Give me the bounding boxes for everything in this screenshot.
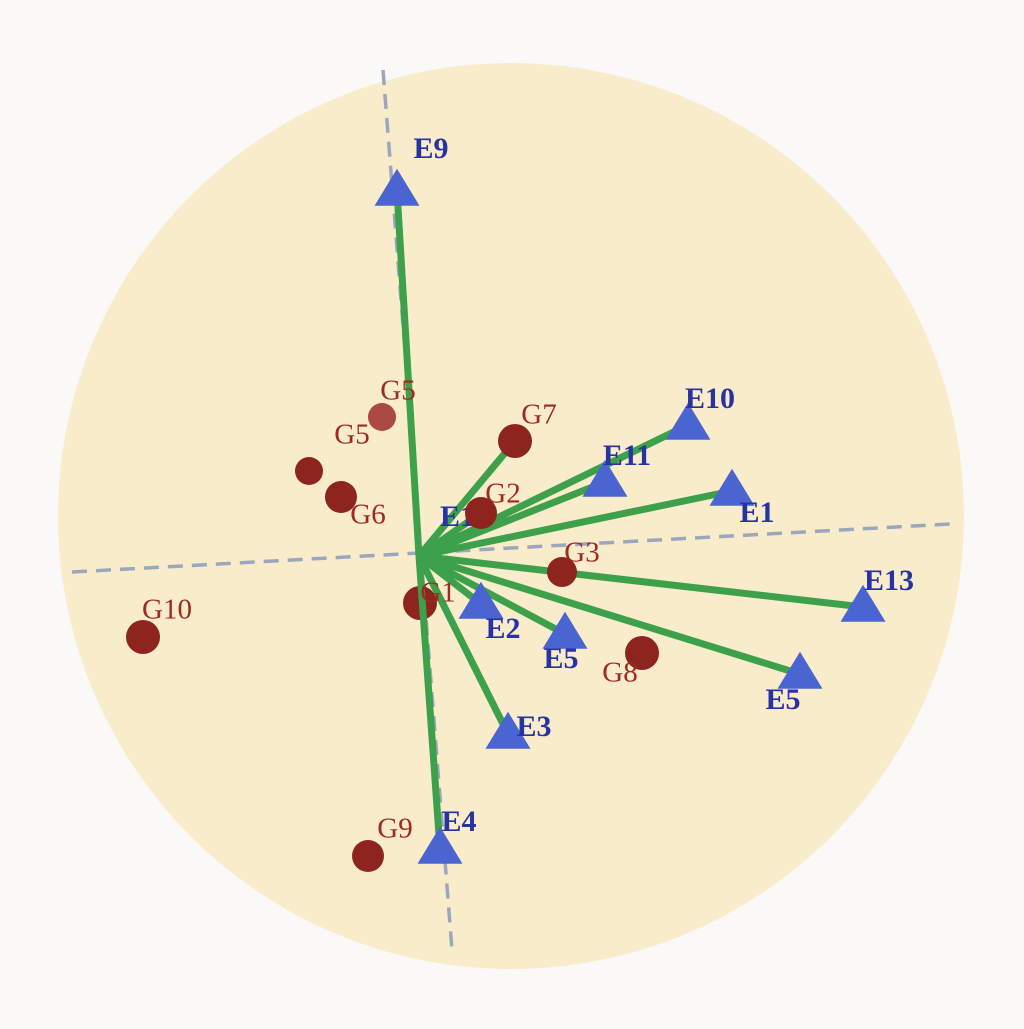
vector-E5-6 — [415, 552, 569, 638]
env-label-E9-0: E9 — [413, 132, 448, 165]
vector-E11-2 — [415, 478, 609, 560]
genotype-marker-G8-8 — [625, 636, 659, 670]
vector-E5-5 — [415, 552, 804, 678]
env-marker-E2-7 — [458, 581, 504, 619]
genotype-label-G1-6: G1 — [420, 577, 455, 609]
env-marker-E9-0 — [374, 168, 420, 206]
env-label-E13-4: E13 — [864, 564, 914, 597]
env-marker-E5-6 — [542, 611, 588, 649]
genotype-label-G3-5: G3 — [564, 537, 599, 569]
genotype-label-G5-0: G5 — [380, 375, 415, 407]
genotype-marker-G6-2 — [325, 481, 357, 513]
genotype-label-G7-3: G7 — [521, 399, 556, 431]
vector-E3-8 — [415, 552, 512, 738]
genotype-marker-G7-3 — [498, 424, 532, 458]
genotype-label-G9-9: G9 — [377, 813, 412, 845]
genotype-marker-G10-7 — [126, 620, 160, 654]
env-marker-E13-4 — [840, 584, 886, 622]
vector-E1-3 — [415, 487, 736, 560]
env-label-E5-6: E5 — [543, 642, 578, 675]
genotype-label-G2-4: G2 — [485, 478, 520, 510]
vector-E9-0 — [393, 187, 423, 560]
stub-to-G7 — [415, 437, 519, 560]
genotype-label-G10-7: G10 — [142, 594, 192, 626]
genotype-marker-G5-1 — [295, 457, 323, 485]
env-marker-E1-3 — [709, 468, 755, 506]
genotype-marker-G3-5 — [547, 557, 577, 587]
vector-E13-4 — [415, 552, 867, 611]
env-label-E1-3: E1 — [739, 496, 774, 529]
env-label-E4-9: E4 — [441, 805, 476, 838]
env-label-E5-5: E5 — [765, 683, 800, 716]
genotype-label-G5-1: G5 — [334, 419, 369, 451]
env-label-E3-8: E3 — [516, 710, 551, 743]
vector-E2-7 — [415, 552, 485, 608]
env-label-E11-2: E11 — [603, 439, 651, 472]
env-label-E2-7: E2 — [485, 612, 520, 645]
vector-E4-9 — [415, 552, 444, 853]
env-marker-E3-8 — [485, 711, 531, 749]
genotype-marker-G2-4 — [465, 497, 497, 529]
env-marker-E11-2 — [582, 459, 628, 497]
vector-E10-1 — [415, 421, 692, 560]
genotype-label-G6-2: G6 — [350, 499, 385, 531]
env-marker-E10-1 — [665, 402, 711, 440]
horizontal-dashed-axis — [71, 522, 951, 574]
env-marker-E4-9 — [417, 826, 463, 864]
genotype-label-G8-8: G8 — [602, 657, 637, 689]
genotype-marker-G5-0 — [368, 403, 396, 431]
env-marker-E5-5 — [777, 651, 823, 689]
genotype-marker-G9-9 — [352, 840, 384, 872]
env-label-E10-1: E10 — [685, 382, 735, 415]
